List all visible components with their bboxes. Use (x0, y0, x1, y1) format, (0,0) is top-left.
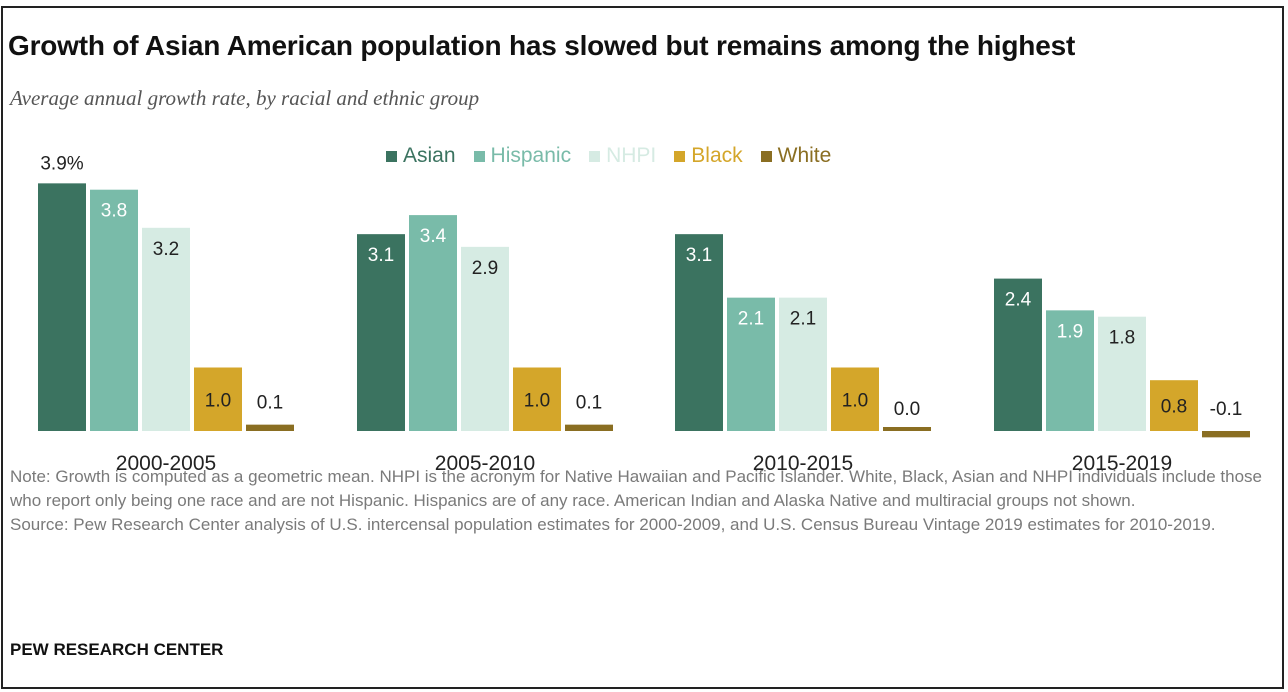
bar-hispanic-2015-2019 (1046, 310, 1094, 431)
data-label-black-2000-2005: 1.0 (205, 390, 231, 411)
bar-nhpi-2000-2005 (142, 227, 190, 431)
legend-label-asian: Asian (403, 144, 456, 167)
data-label-asian-2015-2019: 2.4 (1005, 290, 1032, 311)
legend-label-nhpi: NHPI (606, 144, 657, 167)
notes-block: Note: Growth is computed as a geometric … (10, 465, 1280, 537)
legend-label-hispanic: Hispanic (490, 144, 572, 167)
chart-source: Source: Pew Research Center analysis of … (10, 515, 1216, 534)
bar-black-2000-2005 (194, 367, 242, 431)
data-label-nhpi-2000-2005: 3.2 (153, 239, 179, 260)
chart-title: Growth of Asian American population has … (8, 30, 1076, 61)
bar-white-2005-2010 (565, 424, 613, 431)
legend-item-hispanic: Hispanic (473, 144, 572, 168)
category-label-2010-2015: 2010-2015 (753, 452, 853, 475)
bar-asian-2015-2019 (994, 278, 1042, 431)
data-label-nhpi-2005-2010: 2.9 (472, 258, 498, 279)
bar-nhpi-2005-2010 (461, 246, 509, 431)
legend-swatch-black (674, 150, 686, 162)
data-label-asian-2005-2010: 3.1 (368, 245, 394, 266)
bar-white-2015-2019 (1202, 431, 1250, 438)
data-label-white-2000-2005: 0.1 (257, 393, 283, 414)
data-label-hispanic-2010-2015: 2.1 (738, 309, 764, 330)
category-label-2000-2005: 2000-2005 (116, 452, 216, 475)
bar-white-2010-2015 (883, 427, 931, 431)
data-label-black-2005-2010: 1.0 (524, 390, 550, 411)
data-label-black-2010-2015: 1.0 (842, 390, 868, 411)
legend-label-white: White (777, 144, 832, 167)
bar-asian-2005-2010 (357, 234, 405, 431)
bar-asian-2000-2005 (38, 183, 86, 431)
bar-black-2010-2015 (831, 367, 879, 431)
data-label-white-2005-2010: 0.1 (576, 393, 602, 414)
category-label-2005-2010: 2005-2010 (435, 452, 535, 475)
data-label-nhpi-2015-2019: 1.8 (1109, 328, 1135, 349)
data-label-white-2010-2015: 0.0 (894, 399, 920, 420)
bar-chart: 3.9% 3.8 3.2 1.0 0.1 2000-2005 3.1 3.4 2.9 1.0 0.1… (38, 153, 1250, 475)
bar-hispanic-2005-2010 (409, 215, 457, 431)
legend-item-black: Black (674, 144, 743, 168)
data-label-nhpi-2010-2015: 2.1 (790, 309, 816, 330)
bar-hispanic-2010-2015 (727, 297, 775, 431)
category-label-2015-2019: 2015-2019 (1072, 452, 1172, 475)
legend-swatch-white (760, 150, 772, 162)
data-label-asian-2010-2015: 3.1 (686, 245, 712, 266)
data-label-white-2015-2019: -0.1 (1210, 399, 1243, 420)
bar-nhpi-2015-2019 (1098, 316, 1146, 431)
data-label-hispanic-2005-2010: 3.4 (420, 226, 447, 247)
bar-black-2005-2010 (513, 367, 561, 431)
legend-swatch-hispanic (473, 150, 485, 162)
legend-swatch-nhpi (589, 150, 601, 162)
legend-item-white: White (760, 144, 832, 168)
legend-item-asian: Asian (386, 144, 456, 168)
data-label-asian-2000-2005: 3.9% (40, 153, 83, 174)
bar-black-2015-2019 (1150, 380, 1198, 431)
legend-label-black: Black (691, 144, 743, 167)
legend-item-nhpi: NHPI (589, 144, 656, 168)
bar-white-2000-2005 (246, 424, 294, 431)
data-label-black-2015-2019: 0.8 (1161, 397, 1187, 418)
legend-swatch-asian (386, 150, 397, 162)
bar-asian-2010-2015 (675, 234, 723, 431)
bar-hispanic-2000-2005 (90, 189, 138, 431)
pew-credit: PEW RESEARCH CENTER (10, 640, 224, 659)
data-label-hispanic-2015-2019: 1.9 (1057, 321, 1083, 342)
chart-subtitle: Average annual growth rate, by racial an… (10, 86, 480, 110)
bar-nhpi-2010-2015 (779, 297, 827, 431)
data-label-hispanic-2000-2005: 3.8 (101, 201, 127, 222)
chart-note: Note: Growth is computed as a geometric … (10, 467, 1262, 510)
legend: Asian Hispanic NHPI Black White (386, 144, 849, 168)
